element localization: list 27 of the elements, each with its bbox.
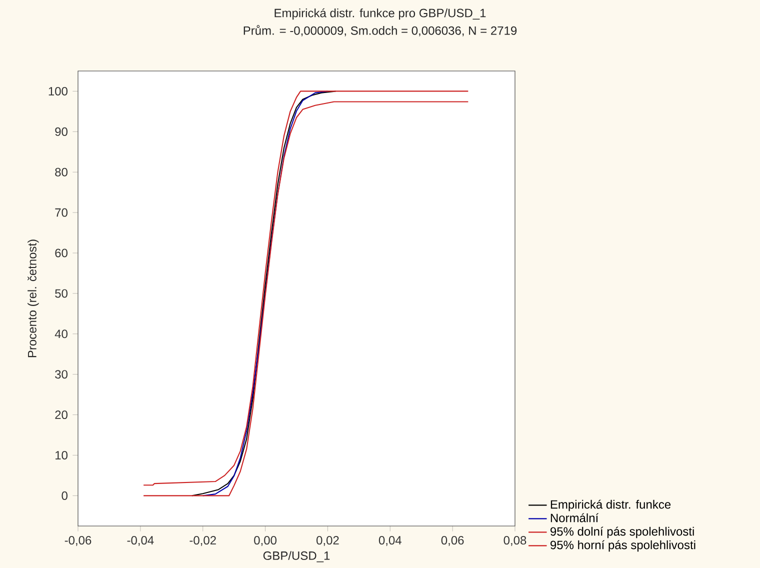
y-tick-label: 10	[56, 450, 68, 460]
y-tick-label: 100	[48, 86, 68, 96]
x-axis-title: GBP/USD_1	[263, 551, 330, 562]
x-tick-label: -0,04	[127, 536, 154, 546]
x-tick-label: 0,00	[254, 536, 276, 546]
chart-subtitle: Prům. = -0,000009, Sm.odch = 0,006036, N = 2719	[244, 25, 517, 36]
y-axis-title: Procento (rel. četnost)	[28, 240, 39, 358]
y-tick-label: 50	[55, 289, 68, 298]
y-tick-label: 40	[54, 330, 68, 338]
y-tick-label: 60	[55, 248, 68, 258]
legend-label: 95% horní pás spolehlivosti	[550, 540, 696, 552]
legend-label: 95% dolní pás spolehlivosti	[550, 526, 694, 538]
x-tick-label: 0,08	[504, 536, 526, 546]
y-tick-label: 80	[55, 168, 68, 176]
x-tick-label: -0,02	[190, 536, 216, 546]
legend-label: Empirická distr. funkce	[550, 500, 671, 512]
x-tick-label: 0,04	[378, 536, 402, 546]
y-tick-label: 70	[55, 208, 68, 217]
y-tick-label: 30	[55, 370, 68, 379]
y-tick-label: 0	[62, 491, 68, 500]
x-tick-label: -0,06	[64, 536, 92, 546]
y-tick-label: 90	[55, 127, 68, 136]
x-tick-label: 0,06	[441, 536, 464, 546]
legend-label: Normální	[550, 513, 599, 522]
y-tick-label: 20	[55, 410, 68, 420]
x-tick-label: 0,02	[316, 536, 339, 546]
chart-title: Empirická distr. funkce pro GBP/USD_1	[274, 8, 486, 20]
